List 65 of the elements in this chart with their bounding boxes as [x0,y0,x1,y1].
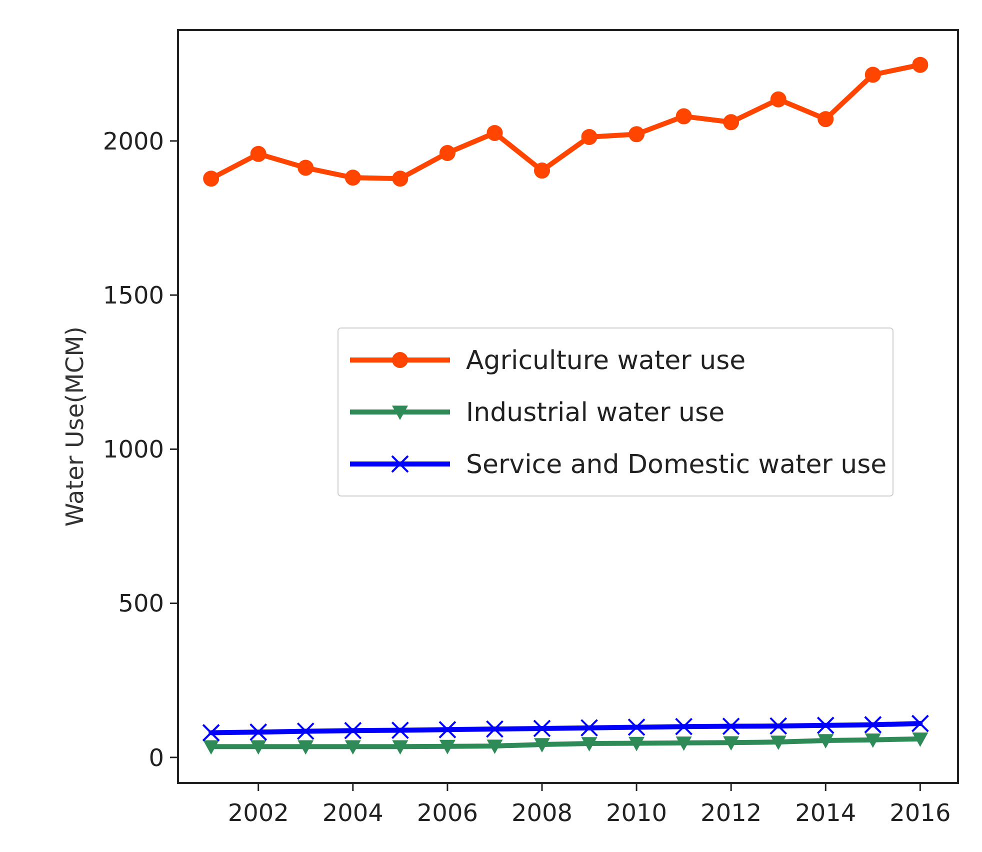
point [818,734,834,748]
y-tick-label: 1000 [102,436,164,464]
point [439,740,456,754]
legend-label: Service and Domestic water use [466,450,887,480]
point [486,720,504,738]
point [344,170,361,186]
point [581,737,598,752]
point [298,740,314,755]
legend-label: Industrial water use [466,398,725,428]
point [864,66,881,83]
point [864,716,882,734]
point [344,722,362,740]
point [534,738,550,752]
x-tick-label: 2016 [890,799,951,827]
legend-label: Agriculture water use [466,346,746,376]
y-tick-label: 2000 [102,127,164,156]
x-tick-label: 2002 [228,799,289,827]
y-tick-label: 1500 [102,281,164,310]
point [438,720,456,739]
x-tick-label: 2014 [795,799,856,827]
y-tick-label: 0 [148,744,164,772]
point [723,736,740,751]
point [912,56,928,73]
point [723,114,740,130]
point [912,732,928,747]
point [911,714,930,733]
point [298,160,314,176]
y-tick-label: 500 [118,590,164,618]
point [818,111,834,128]
point [674,718,693,736]
point [534,162,550,179]
point [770,736,786,750]
point [391,721,410,740]
point [722,717,740,736]
point [580,718,598,737]
point [486,124,503,141]
point [628,718,646,736]
point [296,722,315,740]
point [628,736,645,752]
point [864,733,881,748]
x-tick-label: 2004 [322,799,384,827]
x-tick-label: 2010 [606,799,668,827]
y-axis-title: Water Use(MCM) [61,326,89,527]
point [203,170,220,187]
point [392,170,408,187]
point [769,716,788,735]
point [628,126,645,142]
x-tick-label: 2008 [511,799,573,827]
point [202,724,220,742]
x-tick-label: 2006 [416,799,478,827]
point [676,108,692,124]
point [486,740,503,754]
x-tick-label: 2012 [700,799,762,827]
point [250,146,266,162]
point [203,740,220,755]
point [770,91,786,108]
point [344,740,361,755]
point [581,128,598,145]
point [439,144,456,161]
point [250,740,266,755]
point [676,736,692,751]
point [816,716,835,734]
point [392,740,408,755]
point [533,719,551,738]
point [249,723,268,742]
